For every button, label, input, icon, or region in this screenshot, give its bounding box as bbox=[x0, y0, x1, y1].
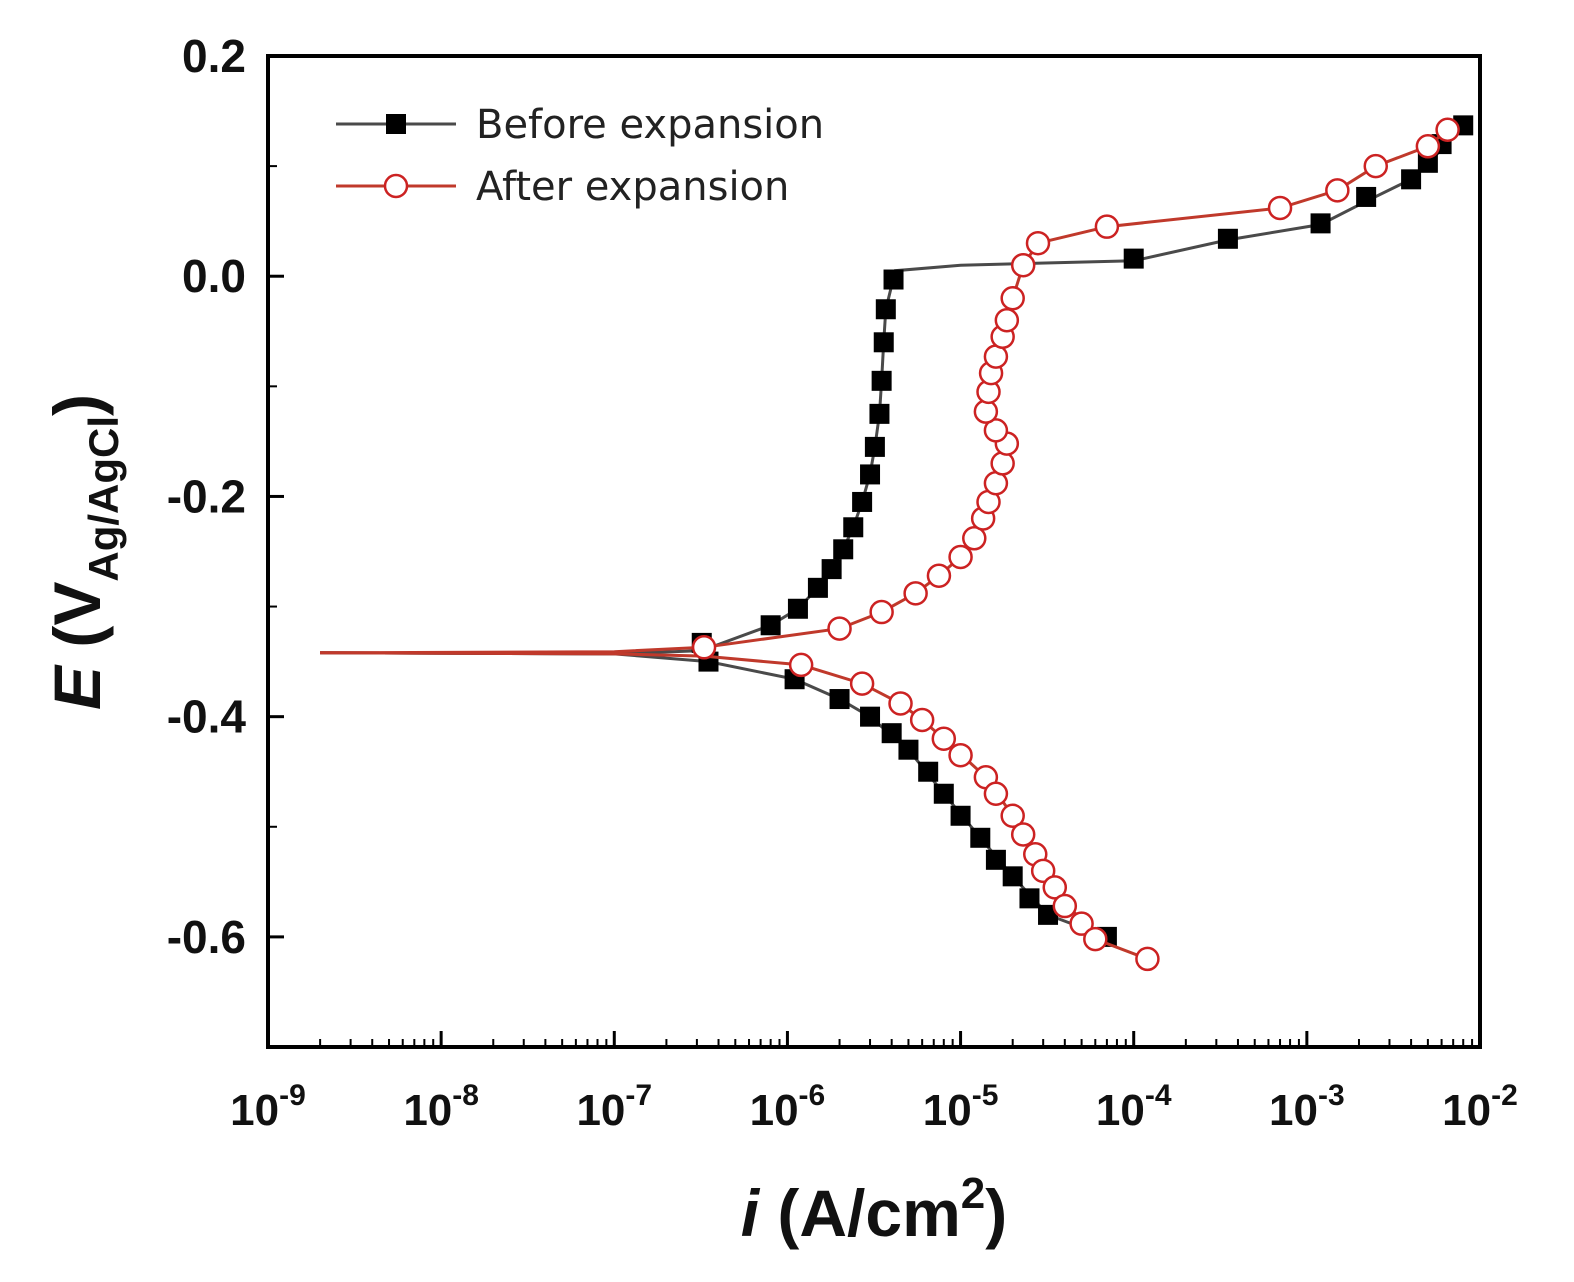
data-point bbox=[1025, 230, 1051, 256]
data-point bbox=[869, 599, 894, 625]
series-0 bbox=[320, 115, 1474, 947]
data-point bbox=[1000, 285, 1025, 311]
data-point bbox=[1356, 186, 1377, 207]
plot-frame bbox=[266, 54, 1482, 1049]
data-point bbox=[918, 761, 939, 782]
axis-labels: 10-9 10-8 10-7 10-6 10-5 10-4 10-3 10-2 0.2 0.0 -0… bbox=[40, 30, 1518, 1250]
data-point bbox=[983, 418, 1009, 443]
data-point bbox=[950, 805, 971, 826]
data-point bbox=[821, 559, 842, 580]
data-point bbox=[1135, 946, 1160, 972]
data-point bbox=[973, 399, 999, 424]
x-tick-label: 10-2 bbox=[1442, 1079, 1518, 1135]
data-point bbox=[875, 299, 896, 320]
legend-label: After expansion bbox=[476, 164, 789, 210]
data-point bbox=[1401, 169, 1422, 190]
data-point bbox=[990, 451, 1015, 476]
data-point bbox=[948, 742, 973, 768]
data-point bbox=[788, 652, 814, 678]
legend: Before expansion After expansion bbox=[336, 102, 824, 210]
data-point bbox=[1052, 893, 1078, 919]
data-point bbox=[1310, 213, 1331, 234]
data-point bbox=[871, 370, 892, 391]
y-tick-label: -0.2 bbox=[167, 470, 246, 522]
data-point bbox=[1094, 214, 1120, 239]
data-point bbox=[1267, 195, 1293, 221]
data-point bbox=[864, 436, 885, 457]
data-point bbox=[883, 269, 904, 290]
data-point bbox=[827, 616, 852, 641]
legend-entry: After expansion bbox=[336, 164, 789, 210]
data-series bbox=[320, 115, 1474, 972]
data-point bbox=[1010, 822, 1036, 847]
data-point bbox=[994, 308, 1020, 333]
data-point bbox=[873, 332, 894, 353]
series-1 bbox=[320, 117, 1460, 972]
x-axis-title: i (A/cm2) bbox=[741, 1169, 1008, 1250]
data-point bbox=[829, 689, 850, 710]
legend-entry: Before expansion bbox=[336, 102, 824, 148]
y-tick-label: -0.4 bbox=[167, 691, 247, 743]
data-point bbox=[898, 739, 919, 760]
x-tick-label: 10-9 bbox=[230, 1079, 306, 1135]
y-tick-label: 0.0 bbox=[182, 250, 246, 302]
data-point bbox=[833, 539, 854, 560]
data-point bbox=[1000, 803, 1025, 829]
y-axis-title: E (VAg/AgCl) bbox=[40, 394, 127, 710]
data-point bbox=[933, 783, 954, 804]
x-tick-label: 10-8 bbox=[403, 1079, 479, 1135]
data-point bbox=[948, 544, 973, 570]
data-point bbox=[1217, 228, 1238, 249]
data-point bbox=[849, 671, 875, 696]
data-point bbox=[903, 581, 928, 606]
data-point bbox=[869, 403, 890, 424]
data-point bbox=[787, 598, 808, 619]
data-point bbox=[962, 526, 987, 551]
data-point bbox=[843, 517, 864, 538]
data-point bbox=[1363, 153, 1389, 179]
legend-marker bbox=[386, 114, 406, 134]
data-point bbox=[852, 491, 873, 512]
data-point bbox=[931, 726, 957, 751]
data-point bbox=[860, 464, 881, 485]
x-tick-label: 10-3 bbox=[1269, 1079, 1345, 1135]
legend-label: Before expansion bbox=[476, 102, 824, 148]
data-point bbox=[1019, 888, 1040, 909]
data-point bbox=[760, 615, 781, 636]
data-point bbox=[881, 723, 902, 744]
data-point bbox=[1123, 248, 1144, 269]
data-point bbox=[1042, 875, 1068, 900]
data-point bbox=[1417, 152, 1438, 173]
data-point bbox=[985, 849, 1006, 870]
data-point bbox=[909, 707, 935, 733]
data-point bbox=[1002, 866, 1023, 887]
data-point bbox=[1415, 134, 1441, 159]
data-point bbox=[1069, 911, 1094, 936]
y-tick-label: 0.2 bbox=[182, 30, 246, 82]
y-tick-label: -0.6 bbox=[167, 911, 246, 963]
legend-marker bbox=[383, 173, 409, 199]
data-point bbox=[888, 691, 913, 716]
data-point bbox=[926, 563, 952, 588]
data-point bbox=[970, 827, 991, 848]
axis-ticks bbox=[266, 54, 1482, 1048]
data-point bbox=[1010, 252, 1036, 278]
data-point bbox=[860, 706, 881, 727]
x-tick-label: 10-4 bbox=[1096, 1079, 1172, 1135]
data-point bbox=[807, 577, 828, 598]
data-point bbox=[1325, 178, 1350, 203]
data-point bbox=[1435, 117, 1460, 143]
data-point bbox=[1030, 858, 1056, 884]
data-point bbox=[691, 635, 717, 660]
data-point bbox=[1083, 926, 1108, 952]
data-point bbox=[983, 781, 1009, 806]
x-tick-label: 10-7 bbox=[576, 1079, 652, 1135]
x-tick-label: 10-6 bbox=[750, 1079, 826, 1135]
x-tick-label: 10-5 bbox=[923, 1079, 999, 1135]
data-point bbox=[1038, 904, 1059, 925]
